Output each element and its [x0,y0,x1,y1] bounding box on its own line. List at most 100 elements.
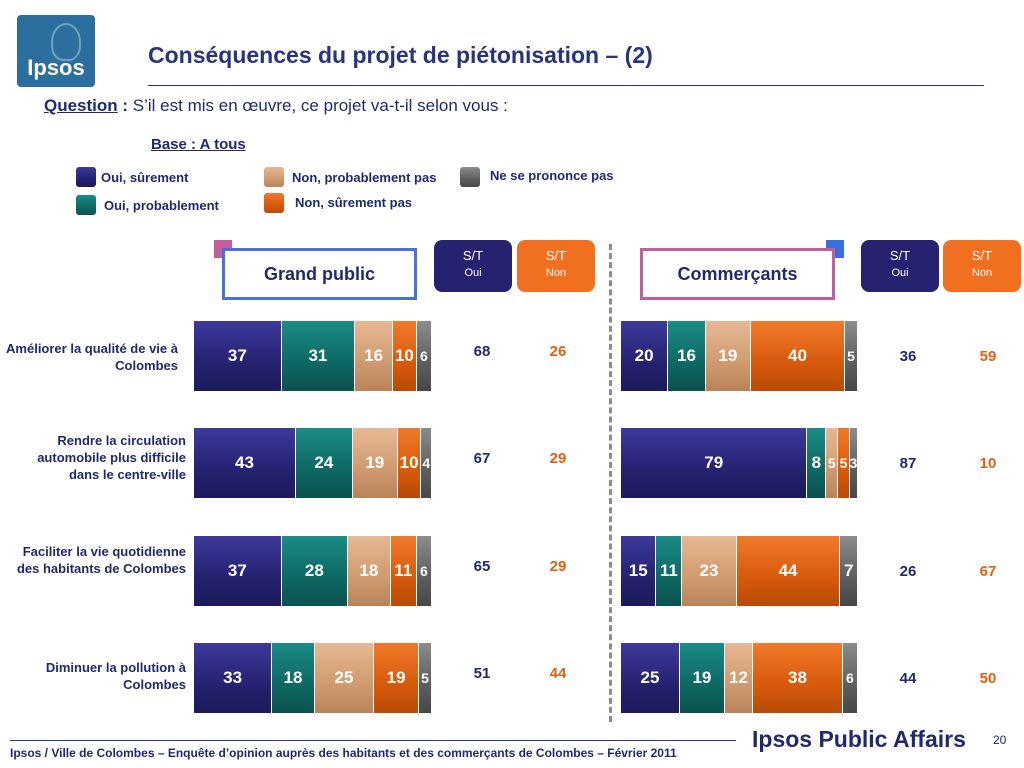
cm-segment: 5 [845,321,857,391]
cm-segment: 23 [682,536,737,606]
st-non-label: S/T [545,248,567,263]
cm-segment: 15 [621,536,657,606]
ipsos-logo: Ipsos [17,15,95,87]
cm-segment: 7 [840,536,857,606]
cm-segment: 20 [621,321,669,391]
question-label: Question [44,96,118,115]
gp-segment: 31 [281,321,356,391]
page-title: Conséquences du projet de piétonisation … [148,42,653,68]
group-divider [609,244,612,722]
cm-segment: 19 [680,643,725,713]
segment-value-label: 20 [634,346,654,365]
gp-st-non-value: 29 [549,558,567,575]
cm-st-oui-value: 26 [899,563,917,580]
segment-value-label: 6 [845,670,854,686]
row-label: Améliorer la qualité de vie à Colombes [6,341,178,373]
cm-segment: 40 [750,321,846,391]
cm-bar-1: 79 8 5 5 3 [621,428,857,498]
st-oui-sub: Oui [891,267,909,279]
cm-segment: 3 [850,428,857,498]
commercants-st-non-header: S/T Non [943,240,1021,292]
gp-st-oui-value: 67 [473,450,491,467]
cm-st-oui-value: 36 [899,348,917,365]
legend-swatch-non-probablement [264,167,284,187]
cm-st-non-value: 50 [979,670,997,687]
gp-segment: 19 [374,643,420,713]
segment-value-label: 5 [847,348,855,364]
gp-segment: 4 [421,428,431,498]
gp-st-non-value: 29 [549,450,567,467]
gp-bar-0: 37 31 16 10 6 [194,321,431,391]
grand-public-st-non-header: S/T Non [517,240,595,292]
grand-public-st-oui-header: S/T Oui [434,240,512,292]
gp-segment: 33 [194,643,273,713]
gp-st-oui-value: 51 [473,665,491,682]
cm-segment: 6 [842,643,857,713]
cm-bar-3: 25 19 12 38 6 [621,643,857,713]
legend-label-non-probablement: Non, probablement pas [292,170,437,185]
segment-value-label: 4 [422,455,431,471]
segment-value-label: 3 [849,455,858,471]
footer-text: Ipsos / Ville de Colombes – Enquête d’op… [10,746,677,760]
cm-bar-2: 15 11 23 44 7 [621,536,857,606]
gp-segment: 18 [272,643,315,713]
gp-st-oui-value: 65 [473,558,491,575]
segment-value-label: 33 [223,668,243,687]
gp-segment: 16 [355,321,394,391]
legend-swatch-non-surement [264,193,284,213]
title-rule [148,85,984,86]
segment-value-label: 5 [827,455,836,471]
row-label: Faciliter la vie quotidienne des habitan… [16,544,186,576]
gp-segment: 24 [295,428,353,498]
gp-segment: 11 [390,536,417,606]
page-number: 20 [993,733,1007,747]
segment-value-label: 37 [227,346,247,365]
commercants-title: Commerçants [677,263,798,284]
gp-segment: 37 [194,536,282,606]
cm-segment: 5 [838,428,850,498]
segment-value-label: 6 [419,348,428,364]
segment-value-label: 24 [314,453,334,472]
commercants-header: Commerçants [640,248,835,300]
gp-st-oui-value: 68 [473,343,491,360]
cm-segment: 79 [621,428,808,498]
st-oui-label: S/T [462,248,484,263]
segment-value-label: 6 [419,563,428,579]
cm-st-oui-value: 44 [899,670,917,687]
segment-value-label: 18 [359,561,379,580]
cm-segment: 12 [724,643,754,713]
segment-value-label: 23 [699,561,719,580]
gp-segment: 28 [281,536,349,606]
segment-value-label: 43 [234,453,254,472]
st-oui-sub: Oui [464,267,482,279]
gp-bar-3: 33 18 25 19 5 [194,643,431,713]
cm-segment: 44 [736,536,841,606]
gp-segment: 19 [352,428,398,498]
gp-bar-1: 43 24 19 10 4 [194,428,431,498]
segment-value-label: 19 [692,668,712,687]
gp-segment: 43 [194,428,296,498]
gp-segment: 10 [397,428,422,498]
cm-segment: 16 [668,321,706,391]
legend-label-oui-probablement: Oui, probablement [104,198,219,213]
legend-label-non-surement: Non, sûrement pas [295,195,413,210]
cm-st-non-value: 67 [979,563,997,580]
segment-value-label: 11 [394,561,413,580]
legend-swatch-nsp [460,167,480,187]
cm-segment: 38 [753,643,843,713]
cm-segment: 5 [826,428,839,498]
legend-swatch-oui-probablement [76,195,96,215]
segment-value-label: 40 [788,346,807,365]
cm-segment: 8 [807,428,827,498]
grand-public-title: Grand public [263,263,375,284]
legend-label-oui-surement: Oui, sûrement [101,170,189,185]
segment-value-label: 19 [386,668,406,687]
segment-value-label: 28 [304,561,324,580]
gp-segment: 37 [194,321,282,391]
footer-rule [10,740,736,741]
segment-value-label: 5 [421,670,429,686]
st-non-sub: Non [971,267,993,279]
gp-st-non-value: 44 [549,665,567,682]
segment-value-label: 44 [778,561,798,580]
segment-value-label: 7 [843,561,854,580]
